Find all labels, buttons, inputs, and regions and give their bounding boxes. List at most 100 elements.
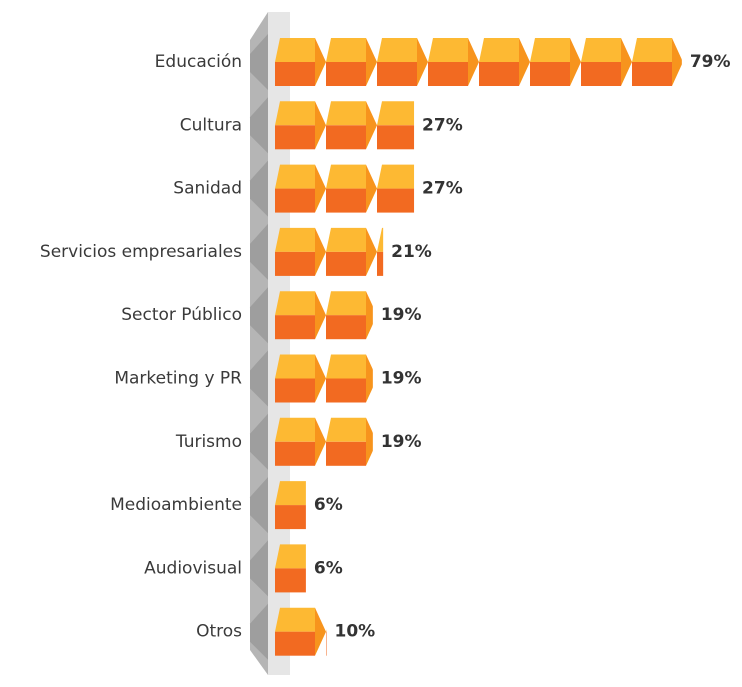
cube-side (315, 101, 326, 150)
cube-front (275, 251, 315, 276)
cube-front (275, 125, 315, 150)
spine-step (250, 287, 268, 344)
cube-top (581, 38, 621, 62)
cube-side (315, 417, 326, 466)
category-label: Educación (155, 52, 242, 72)
cube-top (275, 101, 315, 126)
cube-front (326, 441, 366, 466)
bar (275, 101, 415, 150)
cube-front (530, 62, 570, 86)
cube-top (275, 227, 315, 252)
value-label: 10% (335, 622, 376, 642)
cube-side (315, 38, 326, 86)
spine-step (250, 160, 268, 217)
cube-side (366, 417, 373, 466)
cube-front (275, 441, 315, 466)
cube-top (326, 354, 366, 379)
value-label: 27% (422, 179, 463, 199)
cube-top (275, 417, 315, 442)
cube-top (326, 417, 366, 442)
cube-front (377, 62, 417, 86)
cube-side (315, 607, 326, 656)
bar (275, 607, 327, 656)
category-label: Servicios empresariales (40, 242, 242, 262)
cube-top (275, 291, 315, 316)
spine-step (250, 97, 268, 154)
value-label: 19% (381, 305, 422, 325)
value-label: 21% (391, 242, 432, 262)
bar (275, 481, 306, 530)
cube-front (275, 568, 306, 593)
cube-top (326, 164, 366, 189)
cube-top (275, 481, 306, 506)
cube-top (530, 38, 570, 62)
cube-front (326, 62, 366, 86)
cube-top (275, 38, 315, 62)
cube-front (326, 631, 327, 656)
cube-front (479, 62, 519, 86)
cube-side (366, 38, 377, 86)
value-label: 6% (314, 558, 343, 578)
cube-side (519, 38, 530, 86)
value-label: 79% (690, 52, 731, 72)
category-label: Medioambiente (110, 495, 242, 515)
cube-top (377, 101, 415, 126)
cube-front (326, 378, 366, 403)
category-label: Marketing y PR (114, 369, 242, 389)
spine-step (250, 540, 268, 597)
cube-side (366, 227, 377, 276)
cube-side (570, 38, 581, 86)
spine-step (250, 413, 268, 470)
spine-step (250, 223, 268, 280)
bar (275, 354, 373, 403)
cube-side (672, 38, 682, 86)
spine-step (250, 477, 268, 534)
cube-front (326, 125, 366, 150)
bar (275, 544, 306, 593)
cube-front (275, 62, 315, 86)
cube-front (377, 251, 384, 276)
cube-top (377, 164, 415, 189)
cube-top (275, 544, 306, 569)
cube-side (366, 164, 377, 213)
cube-top (632, 38, 672, 62)
bar (275, 164, 415, 213)
cube-front (632, 62, 672, 86)
cube-front (377, 188, 415, 213)
category-label: Sanidad (173, 179, 242, 199)
cube-side (315, 227, 326, 276)
cube-top (326, 227, 366, 252)
cube-top (326, 101, 366, 126)
category-label: Cultura (180, 115, 242, 135)
bar (275, 227, 384, 276)
cube-top (326, 38, 366, 62)
cube-front (581, 62, 621, 86)
cube-side (315, 354, 326, 403)
cube-side (315, 164, 326, 213)
category-label: Audiovisual (144, 558, 242, 578)
cube-front (275, 188, 315, 213)
cube-top (275, 607, 315, 632)
cube-front (326, 188, 366, 213)
cube-top (479, 38, 519, 62)
spine-step (250, 603, 268, 660)
bar (275, 417, 373, 466)
cube-top (377, 227, 384, 252)
cube-front (275, 505, 306, 530)
value-label: 19% (381, 369, 422, 389)
spine-step (250, 350, 268, 407)
category-label: Otros (196, 622, 242, 642)
cube-side (366, 101, 377, 150)
cube-front (275, 378, 315, 403)
cube-side (315, 291, 326, 340)
value-label: 19% (381, 432, 422, 452)
cube-top (275, 354, 315, 379)
cube-top (428, 38, 468, 62)
cube-front (326, 251, 366, 276)
cube-front (428, 62, 468, 86)
cube-side (366, 354, 373, 403)
cube-top (326, 291, 366, 316)
spine-step (250, 34, 268, 90)
cube-side (417, 38, 428, 86)
cube-front (377, 125, 415, 150)
